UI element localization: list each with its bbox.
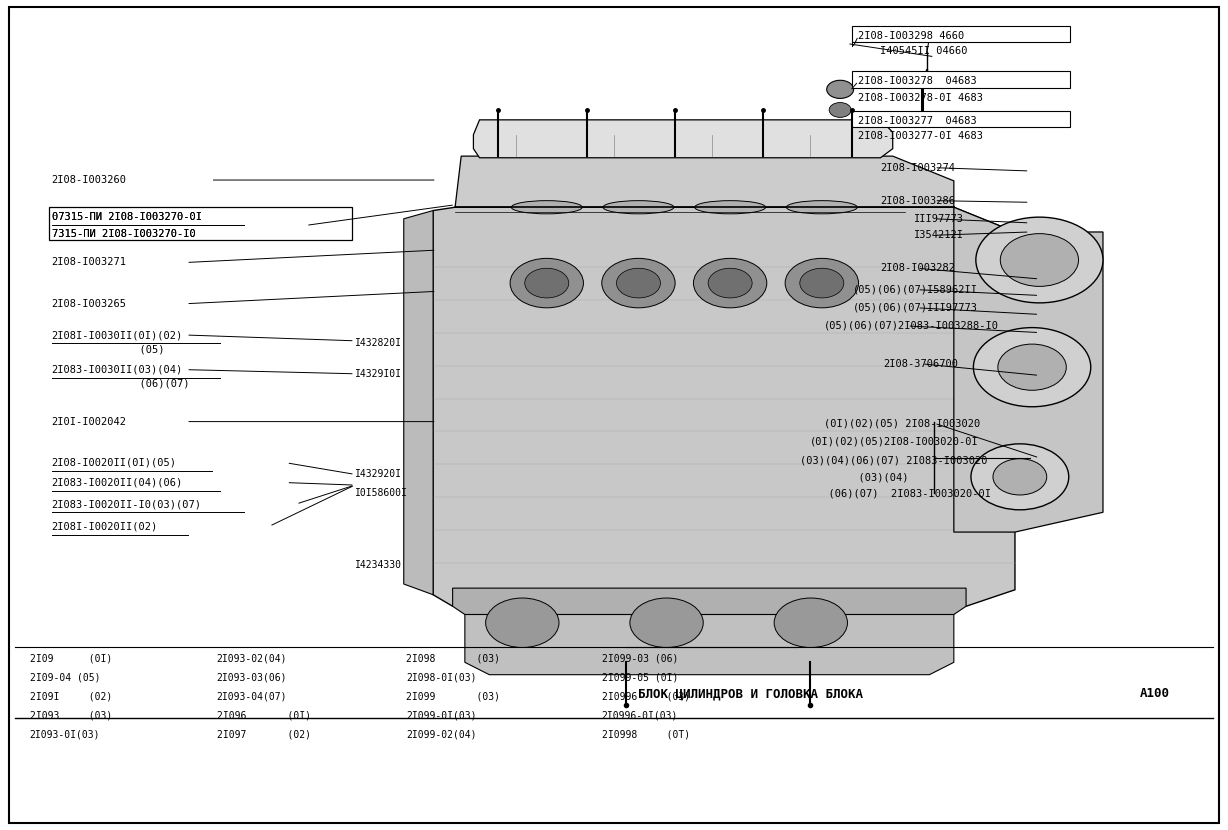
Text: 2I08-3706700: 2I08-3706700 bbox=[883, 359, 958, 369]
Text: 2I08I-I0020II(02): 2I08I-I0020II(02) bbox=[52, 521, 158, 531]
Text: 2I08I-I0030II(0I)(02): 2I08I-I0030II(0I)(02) bbox=[52, 330, 183, 340]
Circle shape bbox=[485, 598, 559, 647]
Text: (0I)(02)(05) 2I08-I003020: (0I)(02)(05) 2I08-I003020 bbox=[824, 418, 980, 428]
Bar bbox=[852, 26, 1070, 42]
Text: 2I08-I003286: 2I08-I003286 bbox=[880, 196, 955, 206]
Polygon shape bbox=[453, 588, 966, 614]
Ellipse shape bbox=[786, 201, 857, 214]
Text: 2I083-I0020II-I0(03)(07): 2I083-I0020II-I0(03)(07) bbox=[52, 499, 201, 509]
Text: 2I099-0I(03): 2I099-0I(03) bbox=[406, 710, 476, 720]
Text: 2I096       (0I): 2I096 (0I) bbox=[216, 710, 311, 720]
Polygon shape bbox=[474, 120, 893, 158]
Text: 07315-ПИ 2I08-I003270-0I: 07315-ПИ 2I08-I003270-0I bbox=[52, 212, 201, 222]
Text: (05): (05) bbox=[52, 344, 165, 354]
Circle shape bbox=[709, 268, 752, 298]
Text: (06)(07)  2I083-I003020-0I: (06)(07) 2I083-I003020-0I bbox=[815, 488, 991, 498]
Text: 2I08-I003271: 2I08-I003271 bbox=[52, 257, 126, 267]
Text: 2I08-I003277  04683: 2I08-I003277 04683 bbox=[858, 115, 977, 125]
Polygon shape bbox=[404, 211, 433, 595]
Text: (03)(04)(06)(07) 2I083-I003020: (03)(04)(06)(07) 2I083-I003020 bbox=[799, 456, 987, 466]
Text: 2I08-I0020II(0I)(05): 2I08-I0020II(0I)(05) bbox=[52, 458, 177, 468]
Text: 2I0996-0I(03): 2I0996-0I(03) bbox=[602, 710, 678, 720]
Text: 2I08-I003274: 2I08-I003274 bbox=[880, 163, 955, 173]
Text: 2I099-05 (0I): 2I099-05 (0I) bbox=[602, 672, 678, 682]
Text: I354212I: I354212I bbox=[914, 230, 964, 240]
Text: 2I08-I003282: 2I08-I003282 bbox=[880, 263, 955, 273]
Text: 2I093-02(04): 2I093-02(04) bbox=[216, 653, 287, 663]
Circle shape bbox=[1001, 233, 1078, 286]
Text: 2I099       (03): 2I099 (03) bbox=[406, 691, 500, 701]
Circle shape bbox=[785, 258, 858, 308]
Circle shape bbox=[694, 258, 766, 308]
Text: (05)(06)(07)I58962II: (05)(06)(07)I58962II bbox=[852, 285, 977, 295]
Text: 2I08-I003278  04683: 2I08-I003278 04683 bbox=[858, 76, 977, 86]
Text: I432820I: I432820I bbox=[355, 339, 402, 349]
Text: 7315-ПИ 2I08-I003270-I0: 7315-ПИ 2I08-I003270-I0 bbox=[52, 228, 195, 238]
Circle shape bbox=[510, 258, 583, 308]
Ellipse shape bbox=[603, 201, 674, 214]
Text: (0I)(02)(05)2I08-I003020-0I: (0I)(02)(05)2I08-I003020-0I bbox=[809, 437, 979, 447]
Circle shape bbox=[971, 444, 1068, 510]
Bar bbox=[852, 110, 1070, 127]
Text: БЛОК ЦИЛИНДРОВ И ГОЛОВКА БЛОКА: БЛОК ЦИЛИНДРОВ И ГОЛОВКА БЛОКА bbox=[639, 687, 863, 701]
Polygon shape bbox=[954, 208, 1103, 532]
Circle shape bbox=[602, 258, 675, 308]
Polygon shape bbox=[433, 208, 1016, 606]
Text: А100: А100 bbox=[1140, 687, 1169, 701]
Text: 2I08-I003278-0I 4683: 2I08-I003278-0I 4683 bbox=[858, 93, 984, 103]
Circle shape bbox=[630, 598, 704, 647]
Circle shape bbox=[998, 344, 1066, 390]
Text: 2I09      (0I): 2I09 (0I) bbox=[29, 653, 112, 663]
Polygon shape bbox=[465, 614, 954, 675]
Text: I40545II 04660: I40545II 04660 bbox=[880, 46, 968, 56]
Circle shape bbox=[826, 81, 853, 99]
Text: I4234330: I4234330 bbox=[355, 560, 402, 570]
Circle shape bbox=[993, 459, 1046, 495]
Bar bbox=[49, 208, 352, 240]
Ellipse shape bbox=[695, 201, 765, 214]
Bar bbox=[852, 71, 1070, 88]
Text: I0I58600I: I0I58600I bbox=[355, 488, 408, 498]
Text: 2I093-0I(03): 2I093-0I(03) bbox=[29, 729, 101, 739]
Text: 2I093     (03): 2I093 (03) bbox=[29, 710, 112, 720]
Text: 2I09I     (02): 2I09I (02) bbox=[29, 691, 112, 701]
Text: III97773: III97773 bbox=[914, 214, 964, 224]
Text: (03)(04): (03)(04) bbox=[846, 472, 909, 483]
Text: 2I083-I0020II(04)(06): 2I083-I0020II(04)(06) bbox=[52, 477, 183, 487]
Text: 2I099-03 (06): 2I099-03 (06) bbox=[602, 653, 678, 663]
Circle shape bbox=[974, 328, 1090, 407]
Text: 2I08-I003277-0I 4683: 2I08-I003277-0I 4683 bbox=[858, 131, 984, 141]
Text: (05)(06)(07)2I083-I003288-I0: (05)(06)(07)2I083-I003288-I0 bbox=[824, 321, 1000, 331]
Text: 2I099-02(04): 2I099-02(04) bbox=[406, 729, 476, 739]
Circle shape bbox=[616, 268, 661, 298]
Circle shape bbox=[524, 268, 569, 298]
Text: 2I098-0I(03): 2I098-0I(03) bbox=[406, 672, 476, 682]
Text: 2I08-I003260: 2I08-I003260 bbox=[52, 175, 126, 185]
Text: I432920I: I432920I bbox=[355, 469, 402, 480]
Polygon shape bbox=[456, 156, 954, 208]
Text: 2I098       (03): 2I098 (03) bbox=[406, 653, 500, 663]
Text: 2I097       (02): 2I097 (02) bbox=[216, 729, 311, 739]
Text: 2I09-04 (05): 2I09-04 (05) bbox=[29, 672, 101, 682]
Text: 07315-ПИ 2I08-I003270-0I: 07315-ПИ 2I08-I003270-0I bbox=[52, 212, 201, 222]
Text: 2I083-I0030II(03)(04): 2I083-I0030II(03)(04) bbox=[52, 364, 183, 374]
Text: 2I0998     (0T): 2I0998 (0T) bbox=[602, 729, 690, 739]
Text: I4329I0I: I4329I0I bbox=[355, 369, 402, 378]
Text: (05)(06)(07)III97773: (05)(06)(07)III97773 bbox=[852, 303, 977, 313]
Text: 2I093-04(07): 2I093-04(07) bbox=[216, 691, 287, 701]
Text: 2I08-I003298 4660: 2I08-I003298 4660 bbox=[858, 31, 965, 41]
Text: 2I08-I003265: 2I08-I003265 bbox=[52, 299, 126, 309]
Circle shape bbox=[774, 598, 847, 647]
Text: 7315-ПИ 2I08-I003270-I0: 7315-ПИ 2I08-I003270-I0 bbox=[52, 228, 195, 238]
Ellipse shape bbox=[511, 201, 582, 214]
Circle shape bbox=[976, 217, 1103, 303]
Text: (06)(07): (06)(07) bbox=[52, 378, 189, 388]
Circle shape bbox=[829, 103, 851, 117]
Text: 2I0I-I002042: 2I0I-I002042 bbox=[52, 417, 126, 427]
Text: 2I093-03(06): 2I093-03(06) bbox=[216, 672, 287, 682]
Text: 2I0996     (03): 2I0996 (03) bbox=[602, 691, 690, 701]
Circle shape bbox=[799, 268, 844, 298]
